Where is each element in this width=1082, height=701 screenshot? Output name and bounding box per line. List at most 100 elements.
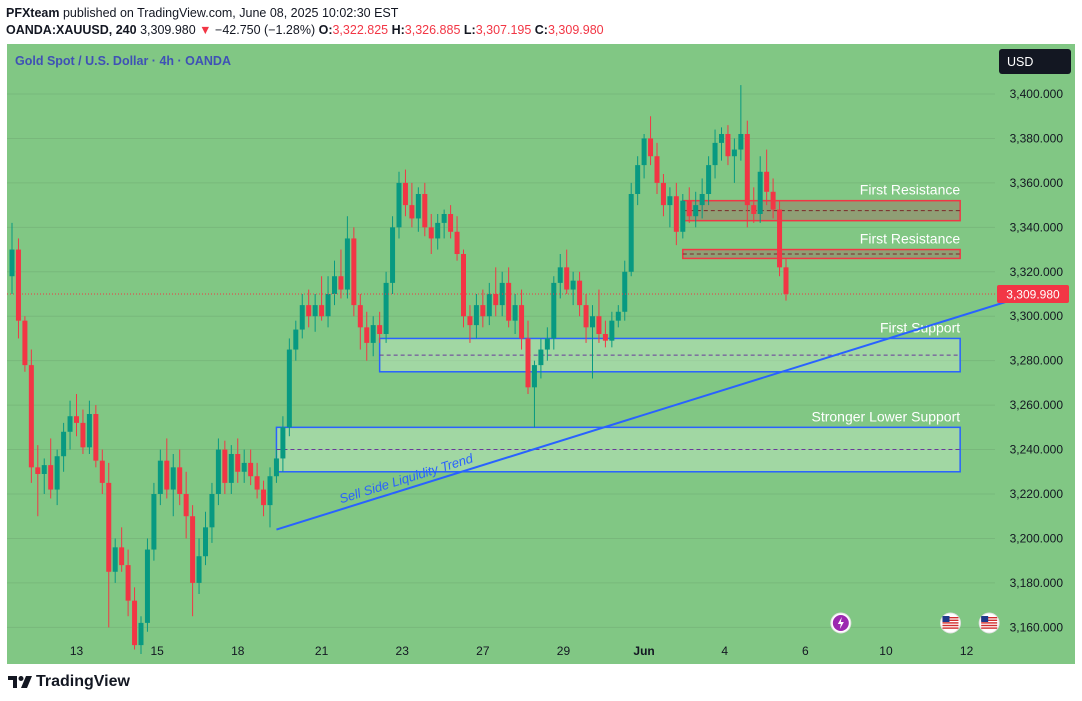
candle-body-7 [54, 456, 60, 490]
currency-badge[interactable]: USD [999, 49, 1071, 74]
candle-100 [654, 142, 660, 194]
publish-text: published on TradingView.com, June 08, 2… [62, 6, 399, 20]
candle-body-114 [744, 134, 750, 206]
candle-body-93 [609, 320, 615, 341]
candle-57 [377, 311, 383, 343]
candle-98 [641, 134, 647, 179]
candle-body-95 [622, 271, 628, 312]
last-price: 3,309.980 [140, 23, 196, 37]
candle-body-44 [293, 329, 299, 350]
y-tick-label-3: 3,220.000 [1010, 487, 1064, 501]
candle-body-13 [93, 414, 99, 461]
zone-box-0 [682, 199, 961, 222]
candle-120 [783, 258, 789, 301]
x-tick-label-7: Jun [633, 644, 654, 658]
y-axis[interactable]: 3,160.000 3,180.000 3,200.000 3,220.000 3,24… [997, 87, 1069, 634]
candle-body-21 [144, 549, 150, 623]
candle-11 [80, 409, 86, 454]
candle-body-110 [719, 134, 724, 143]
candle-body-45 [299, 305, 305, 330]
zone-box-1 [682, 248, 961, 260]
candle-body-68 [448, 214, 454, 232]
candle-49 [325, 276, 331, 328]
lightning-event-icon-bolt [837, 617, 844, 629]
candle-body-100 [654, 156, 660, 183]
candle-117 [764, 149, 770, 206]
candle-35 [235, 438, 241, 483]
lightning-event-icon[interactable] [830, 612, 852, 634]
open-value: 3,322.825 [332, 23, 389, 37]
symbol-label[interactable]: OANDA:XAUUSD, 240 [6, 23, 137, 37]
candle-72 [473, 294, 479, 339]
candle-body-24 [164, 460, 170, 490]
candle-25 [170, 454, 176, 517]
candle-body-62 [409, 205, 415, 219]
us-flag-event-icon[interactable] [939, 612, 961, 634]
tradingview-logo[interactable]: TradingView [8, 673, 130, 691]
candle-87 [570, 271, 576, 306]
low-label: L: [463, 23, 476, 37]
us-flag-event-icon-2-stripe-3 [981, 624, 998, 627]
candle-116 [757, 156, 763, 223]
change-arrow-icon: ▼ [199, 23, 212, 37]
candle-body-115 [751, 205, 757, 214]
x-tick-label-4: 23 [396, 644, 410, 658]
us-flag-event-icon-stripe-2 [942, 622, 959, 624]
candle-56 [370, 316, 376, 357]
candle-109 [712, 129, 718, 179]
x-axis[interactable]: 13 15 18 21 23 27 29 Jun 4 6 10 12 [70, 644, 974, 658]
candle-84 [551, 276, 557, 350]
candle-71 [467, 305, 473, 343]
candle-10 [74, 394, 79, 437]
candle-85 [557, 254, 563, 299]
candle-body-23 [157, 460, 163, 494]
y-tick-label-6: 3,280.000 [1010, 354, 1064, 368]
candle-115 [751, 187, 757, 223]
price-chart[interactable]: First Resistance First Resistance First Su… [7, 44, 1075, 664]
candle-83 [544, 327, 550, 361]
us-flag-event-icon-2[interactable] [978, 612, 1000, 634]
candle-body-35 [235, 454, 241, 472]
candle-body-117 [764, 171, 770, 192]
candle-body-47 [312, 305, 318, 317]
candle-body-109 [712, 142, 718, 166]
candle-28 [190, 505, 196, 617]
candle-body-42 [280, 427, 286, 459]
candle-body-75 [493, 294, 499, 306]
candle-body-60 [396, 182, 402, 228]
candle-body-28 [190, 516, 196, 583]
candle-body-91 [596, 316, 602, 334]
candle-24 [164, 438, 170, 499]
candle-body-55 [364, 327, 370, 343]
candle-body-25 [170, 467, 176, 490]
candle-39 [261, 480, 267, 517]
candle-107 [699, 178, 705, 219]
candle-88 [577, 271, 583, 317]
zone-label-3: Stronger Lower Support [812, 408, 961, 424]
candle-body-22 [151, 494, 157, 550]
candle-body-19 [132, 600, 138, 646]
candle-48 [319, 276, 325, 321]
candle-7 [54, 449, 60, 506]
candle-body-32 [215, 449, 221, 494]
candle-33 [222, 440, 228, 494]
x-tick-label-2: 18 [231, 644, 245, 658]
close-value: 3,309.980 [547, 23, 604, 37]
candle-body-12 [86, 414, 92, 448]
candle-118 [770, 178, 776, 219]
candle-21 [144, 538, 150, 632]
candle-8 [61, 422, 67, 472]
candle-body-14 [99, 460, 105, 483]
y-tick-label-4: 3,240.000 [1010, 443, 1064, 457]
publisher-name[interactable]: PFXteam [6, 6, 60, 20]
candle-body-26 [177, 467, 183, 494]
candle-36 [241, 449, 247, 483]
candle-19 [132, 587, 138, 650]
candle-body-53 [351, 238, 357, 306]
candle-55 [364, 311, 370, 361]
candle-body-65 [428, 227, 434, 239]
candle-3 [28, 349, 34, 483]
candle-0 [9, 222, 15, 294]
candle-81 [531, 360, 537, 428]
candle-41 [273, 449, 279, 483]
